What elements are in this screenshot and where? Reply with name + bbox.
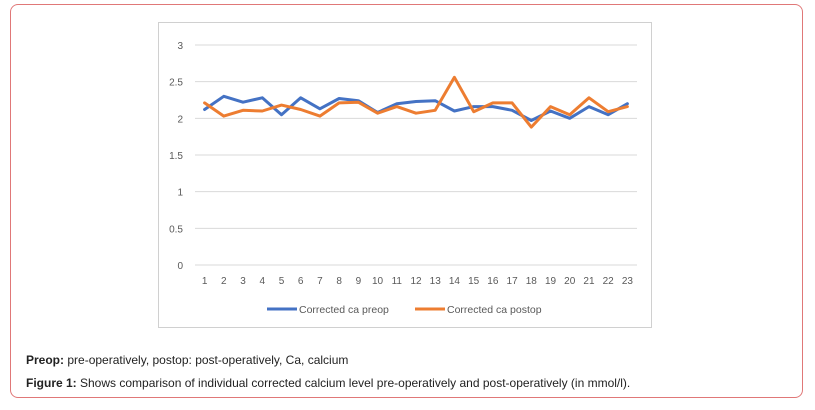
x-tick-label: 2	[221, 276, 227, 287]
x-tick-label: 6	[298, 276, 304, 287]
figure-label: Figure 1:	[26, 376, 77, 390]
abbreviation-label: Preop:	[26, 353, 65, 367]
line-chart: 00.511.522.53 1 2 3 4 5 6 7 8 9 10 11 12 13 14 15 16 17 1…	[169, 41, 637, 316]
legend-label: Corrected ca preop	[299, 304, 389, 316]
x-tick-label: 23	[622, 276, 634, 287]
y-axis-ticks: 0 0.5 1 1.5 2 2.5 3	[169, 41, 183, 272]
y-tick-label: 0.5	[169, 224, 183, 235]
x-tick-label: 14	[449, 276, 461, 287]
x-tick-label: 3	[240, 276, 246, 287]
y-tick-label: 1	[177, 188, 183, 199]
x-tick-label: 5	[279, 276, 285, 287]
y-tick-label: 2	[177, 114, 183, 125]
x-tick-label: 16	[487, 276, 499, 287]
x-tick-label: 12	[410, 276, 422, 287]
x-tick-label: 7	[317, 276, 323, 287]
x-tick-label: 9	[356, 276, 362, 287]
abbreviation-note: Preop: pre-operatively, postop: post-ope…	[26, 353, 348, 367]
figure-caption: Figure 1: Shows comparison of individual…	[26, 376, 630, 390]
x-tick-label: 18	[526, 276, 538, 287]
x-tick-label: 19	[545, 276, 557, 287]
y-tick-label: 0	[177, 261, 183, 272]
x-tick-label: 20	[564, 276, 576, 287]
x-tick-label: 22	[603, 276, 615, 287]
y-tick-label: 1.5	[169, 151, 183, 162]
grid-lines	[195, 44, 637, 266]
series-preop-line	[203, 94, 629, 122]
x-tick-label: 11	[392, 276, 403, 287]
abbreviation-text: pre-operatively, postop: post-operativel…	[64, 353, 349, 367]
series-postop-line	[203, 75, 629, 129]
x-tick-label: 4	[259, 276, 265, 287]
x-tick-label: 13	[430, 276, 442, 287]
series-lines	[203, 75, 629, 129]
y-tick-label: 3	[177, 41, 183, 52]
x-tick-label: 17	[507, 276, 519, 287]
x-tick-label: 10	[372, 276, 384, 287]
figure-caption-text: Shows comparison of individual corrected…	[76, 376, 631, 390]
figure-frame	[10, 4, 803, 398]
y-tick-label: 2.5	[169, 78, 183, 89]
legend: Corrected ca preop Corrected ca postop	[267, 304, 542, 316]
x-tick-label: 15	[468, 276, 480, 287]
x-axis-ticks: 1 2 3 4 5 6 7 8 9 10 11 12 13 14 15 16 17 18 19 20 21 22 23	[202, 276, 634, 287]
x-tick-label: 21	[583, 276, 595, 287]
x-tick-label: 1	[202, 276, 208, 287]
legend-label: Corrected ca postop	[447, 304, 542, 316]
x-tick-label: 8	[336, 276, 342, 287]
chart-container: 0 0.5 1 1.5 2 2.5 3 1 2 3 4 5 6 7 8 9 10 11 12 13 14 15 16 17 1…	[158, 22, 652, 328]
